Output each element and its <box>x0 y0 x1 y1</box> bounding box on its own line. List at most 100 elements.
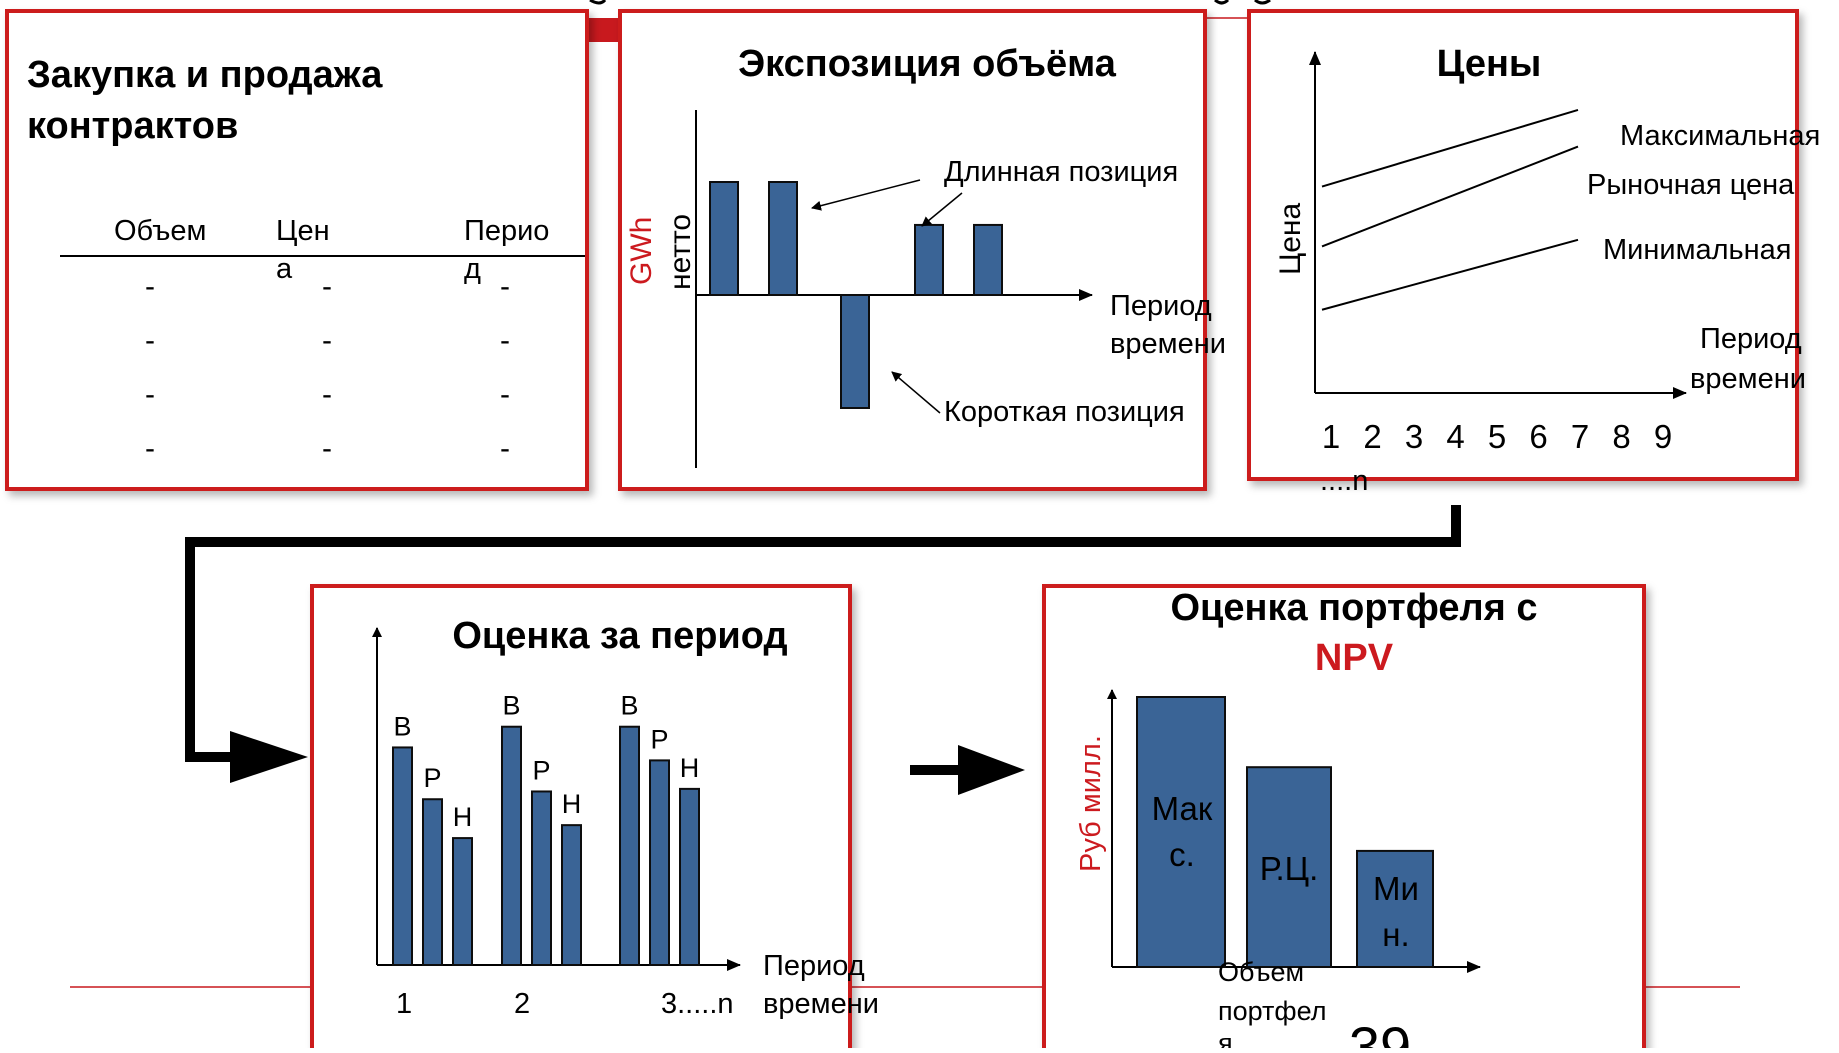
flow-elbow-arrowhead <box>230 731 308 783</box>
npv-bar-max-label-1: Мак <box>1152 790 1213 827</box>
period-bar-g2-2 <box>531 790 552 966</box>
prices-tick-6: 6 <box>1529 418 1547 455</box>
exposure-long-label: Длинная позиция <box>944 156 1178 188</box>
top-connector-fragments <box>589 0 1271 5</box>
period-bar-label-g2-3: Н <box>562 789 582 819</box>
period-xlabel-line1: Период <box>763 950 865 982</box>
page-number: 39 <box>1349 1015 1411 1048</box>
contracts-dash-r4-c3: - <box>500 432 510 465</box>
period-bar-label-g3-2: Р <box>650 724 668 754</box>
prices-tick-3: 3 <box>1405 418 1423 455</box>
contracts-dash-r3-c1: - <box>145 378 155 411</box>
period-tick-1: 1 <box>396 988 412 1020</box>
npv-bar-market-label: Р.Ц. <box>1260 850 1319 887</box>
contracts-dash-r2-c2: - <box>322 324 332 357</box>
exposure-xlabel-line1: Период <box>1110 290 1212 322</box>
flow-connector-elbow <box>185 505 1461 783</box>
contracts-col-period-wrap: д <box>464 253 481 285</box>
exposure-bar-4 <box>914 223 944 296</box>
period-tick-2: 2 <box>514 988 530 1020</box>
exposure-xlabel-line2: времени <box>1110 328 1226 360</box>
npv-title-line1: Оценка портфеля с <box>1170 587 1537 629</box>
period-xlabel-line2: времени <box>763 988 879 1020</box>
panel-contracts: Закупка и продажа контрактов Объем Цен а… <box>5 9 589 491</box>
prices-tick-1: 1 <box>1322 418 1340 455</box>
contracts-title-line1: Закупка и продажа <box>27 54 383 96</box>
period-bar-label-g3-3: Н <box>680 753 700 783</box>
npv-ylabel: Руб милл. <box>1075 735 1107 872</box>
period-bar-g3-2 <box>649 759 670 967</box>
prices-tick-9: 9 <box>1654 418 1672 455</box>
period-bar-label-g1-3: Н <box>453 802 473 832</box>
prices-line-min <box>1321 238 1579 311</box>
exposure-ylabel: нетто <box>664 214 697 290</box>
prices-lines <box>1321 108 1579 311</box>
exposure-bar-1 <box>709 181 739 296</box>
exposure-long-arrow-1 <box>811 179 921 211</box>
contracts-dash-r4-c2: - <box>322 432 332 465</box>
npv-bar-min-label-1: Ми <box>1373 870 1419 907</box>
prices-label-max: Максимальная <box>1620 120 1820 152</box>
prices-xlabel-line2: времени <box>1690 363 1806 395</box>
panel-contracts-frame <box>5 9 589 491</box>
contracts-col-price: Цен <box>276 215 330 247</box>
prices-line-market <box>1321 145 1579 248</box>
panel-npv: Оценка портфеля с NPV Руб милл. Мак с. Р… <box>1042 584 1646 1053</box>
period-title: Оценка за период <box>452 615 787 657</box>
contracts-dash-r4-c1: - <box>145 432 155 465</box>
contracts-dash-r1-c2: - <box>322 270 332 303</box>
period-bar-label-g2-2: Р <box>532 755 550 785</box>
period-tick-3: 3.....n <box>661 988 734 1020</box>
contracts-dash-r2-c3: - <box>500 324 510 357</box>
exposure-bar-2 <box>768 181 798 296</box>
period-bar-label-g1-2: Р <box>423 763 441 793</box>
prices-tick-7: 7 <box>1571 418 1589 455</box>
contracts-dash-grid: - - - - - - - - - - - - <box>145 270 510 465</box>
prices-label-min: Минимальная <box>1603 234 1792 266</box>
exposure-short-label: Короткая позиция <box>944 396 1185 428</box>
period-bar-label-g2-1: В <box>502 691 520 721</box>
flow-elbow-line <box>185 505 1461 762</box>
period-bar-g3-1 <box>619 725 640 966</box>
prices-tick-5: 5 <box>1488 418 1506 455</box>
panel-prices-frame <box>1247 9 1799 481</box>
prices-ylabel: Цена <box>1274 203 1307 275</box>
contracts-col-volume: Объем <box>114 215 206 247</box>
period-bar-g3-3 <box>679 787 700 966</box>
contracts-title-line2: контрактов <box>27 105 238 147</box>
npv-bar-1 <box>1136 696 1226 968</box>
npv-bar-2 <box>1246 766 1332 969</box>
prices-tick-8: 8 <box>1612 418 1630 455</box>
npv-title-line2: NPV <box>1315 637 1394 679</box>
panel-prices: Цены Цена Максимальная Рыночная цена Мин… <box>1247 9 1820 497</box>
contracts-col-price-wrap: а <box>276 253 293 285</box>
prices-line-max <box>1321 108 1579 188</box>
npv-bar-3 <box>1356 849 1434 969</box>
contracts-dash-r1-c1: - <box>145 270 155 303</box>
exposure-title: Экспозиция объёма <box>738 43 1117 85</box>
flow-straight-arrowhead <box>958 745 1025 795</box>
flow-connector-straight <box>910 745 1025 795</box>
period-bar-g1-1 <box>392 746 413 966</box>
panel-exposure: Экспозиция объёма GWh нетто Период време… <box>618 9 1226 491</box>
exposure-ylabel-unit: GWh <box>625 217 658 285</box>
npv-bar-min-label-2: н. <box>1382 916 1409 953</box>
contracts-dash-r3-c3: - <box>500 378 510 411</box>
exposure-bars <box>709 181 1003 409</box>
contracts-dash-r3-c2: - <box>322 378 332 411</box>
prices-xlabel-line1: Период <box>1700 323 1802 355</box>
npv-xlabel-line3: я <box>1218 1028 1233 1048</box>
period-bar-g1-2 <box>422 798 443 966</box>
contracts-col-period: Перио <box>464 215 549 247</box>
period-bar-g2-3 <box>561 824 582 967</box>
contracts-dash-r1-c3: - <box>500 270 510 303</box>
prices-title: Цены <box>1437 43 1542 85</box>
prices-tick-4: 4 <box>1446 418 1464 455</box>
period-bar-g1-3 <box>452 837 473 967</box>
exposure-bar-3 <box>840 294 870 409</box>
prices-tick-suffix: ....n <box>1320 465 1368 497</box>
